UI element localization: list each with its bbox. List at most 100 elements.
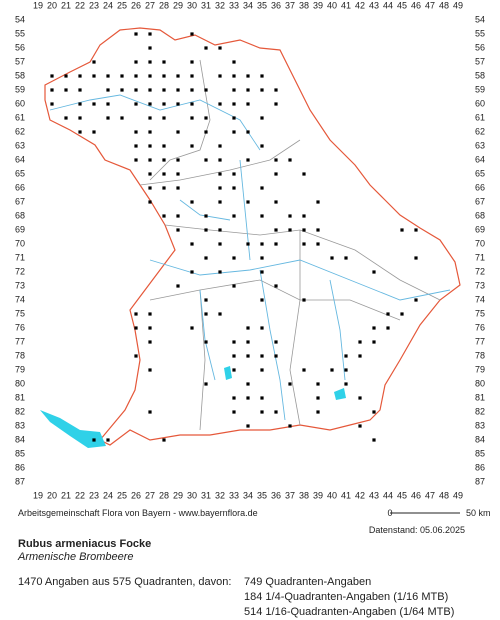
column-label: 30 (187, 0, 197, 10)
column-label: 39 (313, 490, 323, 500)
record-dot (358, 424, 362, 428)
record-dot (274, 88, 278, 92)
column-label: 31 (201, 0, 211, 10)
record-dot (148, 60, 152, 64)
stat-line: 184 1/4-Quadranten-Angaben (1/16 MTB) (244, 591, 448, 603)
record-dot (106, 102, 110, 106)
column-label: 26 (131, 490, 141, 500)
records (50, 32, 418, 442)
column-label: 36 (271, 490, 281, 500)
record-dot (176, 214, 180, 218)
column-label: 27 (145, 0, 155, 10)
row-label: 61 (15, 112, 25, 122)
record-dot (190, 242, 194, 246)
row-label: 84 (15, 434, 25, 444)
row-label: 70 (15, 238, 25, 248)
row-label: 62 (475, 126, 485, 136)
record-dot (344, 368, 348, 372)
record-dot (246, 424, 250, 428)
column-label: 42 (355, 0, 365, 10)
record-dot (372, 410, 376, 414)
record-dot (120, 116, 124, 120)
record-dot (260, 298, 264, 302)
record-dot (400, 312, 404, 316)
record-dot (92, 130, 96, 134)
record-dot (414, 228, 418, 232)
row-label: 84 (475, 434, 485, 444)
row-label: 85 (15, 448, 25, 458)
column-label: 25 (117, 490, 127, 500)
column-label: 20 (47, 490, 57, 500)
record-dot (204, 228, 208, 232)
record-dot (288, 424, 292, 428)
record-dot (120, 88, 124, 92)
record-dot (260, 144, 264, 148)
record-dot (204, 214, 208, 218)
record-dot (302, 214, 306, 218)
record-dot (218, 228, 222, 232)
record-dot (134, 74, 138, 78)
record-dot (330, 256, 334, 260)
record-dot (218, 74, 222, 78)
lake (224, 366, 232, 380)
date: Datenstand: 05.06.2025 (369, 525, 465, 535)
stat-line: 749 Quadranten-Angaben (244, 576, 371, 588)
record-dot (246, 340, 250, 344)
species-name: Rubus armeniacus Focke (18, 538, 151, 550)
record-dot (218, 144, 222, 148)
column-label: 35 (257, 0, 267, 10)
column-label: 30 (187, 490, 197, 500)
row-label: 76 (475, 322, 485, 332)
record-dot (50, 74, 54, 78)
column-label: 29 (173, 0, 183, 10)
record-dot (176, 88, 180, 92)
record-dot (176, 130, 180, 134)
record-dot (274, 410, 278, 414)
row-label: 60 (15, 98, 25, 108)
column-label: 38 (299, 490, 309, 500)
row-label: 80 (475, 378, 485, 388)
record-dot (260, 326, 264, 330)
summary: 1470 Angaben aus 575 Quadranten, davon: (18, 576, 231, 588)
lake (334, 388, 346, 400)
map-background (40, 27, 461, 448)
record-dot (162, 186, 166, 190)
column-label: 20 (47, 0, 57, 10)
record-dot (176, 186, 180, 190)
record-dot (148, 88, 152, 92)
record-dot (190, 144, 194, 148)
row-label: 62 (15, 126, 25, 136)
record-dot (246, 382, 250, 386)
record-dot (372, 340, 376, 344)
row-label: 67 (475, 196, 485, 206)
record-dot (148, 186, 152, 190)
column-label: 48 (439, 0, 449, 10)
record-dot (78, 88, 82, 92)
row-label: 67 (15, 196, 25, 206)
record-dot (134, 144, 138, 148)
record-dot (204, 256, 208, 260)
column-label: 44 (383, 0, 393, 10)
scale-start: 0 (387, 508, 392, 518)
column-label: 44 (383, 490, 393, 500)
column-label: 34 (243, 490, 253, 500)
column-label: 37 (285, 490, 295, 500)
record-dot (260, 88, 264, 92)
record-dot (176, 228, 180, 232)
record-dot (204, 88, 208, 92)
record-dot (232, 340, 236, 344)
record-dot (162, 214, 166, 218)
column-label: 41 (341, 0, 351, 10)
record-dot (260, 256, 264, 260)
row-label: 64 (15, 154, 25, 164)
record-dot (218, 312, 222, 316)
record-dot (274, 172, 278, 176)
record-dot (162, 438, 166, 442)
record-dot (162, 116, 166, 120)
row-label: 59 (15, 84, 25, 94)
record-dot (148, 74, 152, 78)
record-dot (92, 438, 96, 442)
row-label: 55 (475, 28, 485, 38)
record-dot (148, 116, 152, 120)
record-dot (232, 396, 236, 400)
